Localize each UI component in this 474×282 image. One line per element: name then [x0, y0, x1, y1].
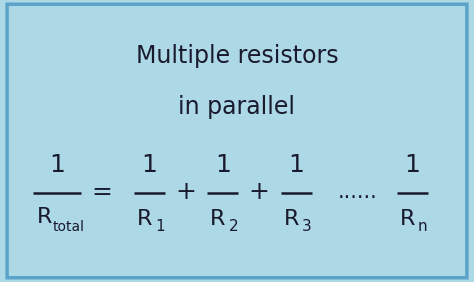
Text: ......: ...... [338, 182, 378, 202]
Text: 1: 1 [141, 153, 157, 177]
Text: 3: 3 [302, 219, 311, 234]
Text: 1: 1 [215, 153, 231, 177]
Text: 1: 1 [288, 153, 304, 177]
FancyBboxPatch shape [7, 4, 467, 278]
Text: R: R [284, 209, 299, 228]
Text: R: R [37, 207, 53, 227]
Text: 1: 1 [404, 153, 420, 177]
Text: R: R [400, 209, 415, 228]
Text: total: total [53, 220, 85, 234]
Text: =: = [91, 180, 112, 204]
Text: +: + [175, 180, 196, 204]
Text: 2: 2 [228, 219, 238, 234]
Text: 1: 1 [155, 219, 164, 234]
Text: 1: 1 [49, 153, 65, 177]
Text: n: n [418, 219, 428, 234]
Text: R: R [137, 209, 152, 228]
Text: R: R [210, 209, 226, 228]
Text: in parallel: in parallel [179, 95, 295, 119]
Text: Multiple resistors: Multiple resistors [136, 44, 338, 69]
Text: +: + [249, 180, 270, 204]
